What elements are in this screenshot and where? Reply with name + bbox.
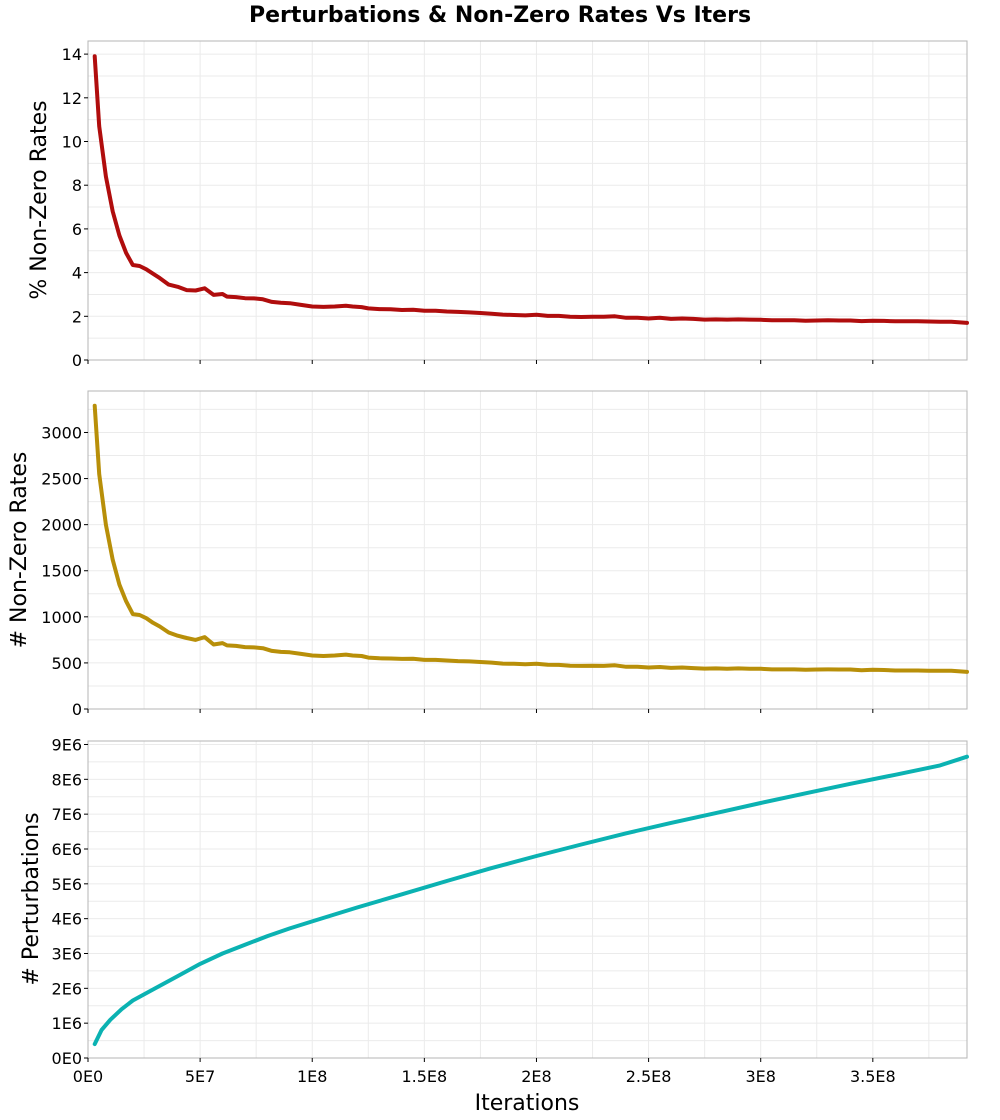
perturbations-y-tick-label: 2E6: [52, 979, 82, 998]
percent-nonzero-rates-y-tick-label: 8: [72, 176, 82, 195]
perturbations-y-tick-label: 1E6: [52, 1014, 82, 1033]
panel-perturbations: 0E0 1E6 2E6 3E6 4E6 5E6 6E6 7E6 8E6 9E6 # Perturb…: [19, 735, 969, 1068]
x-tick-label: 3.5E8: [850, 1067, 896, 1086]
panel-count-nonzero-rates-series: [92, 403, 969, 674]
percent-nonzero-rates-series-line: [92, 54, 969, 325]
perturbations-y-tick-label: 6E6: [52, 840, 82, 859]
x-tick-label: 5E7: [185, 1067, 215, 1086]
count-nonzero-rates-y-tick-label: 2500: [41, 470, 82, 489]
perturbations-y-tick-label: 3E6: [52, 944, 82, 963]
panel-percent-nonzero-rates-ticks: 0 2 4 6 8 10 12 14: [62, 45, 874, 370]
x-axis-label: Iterations: [475, 1091, 580, 1116]
panel-percent-nonzero-rates: 0 2 4 6 8 10 12 14 % Non-Zero Rates: [27, 40, 969, 370]
x-tick-label: 1.5E8: [401, 1067, 447, 1086]
perturbations-y-tick-label: 8E6: [52, 770, 82, 789]
percent-nonzero-rates-y-tick-label: 10: [62, 133, 82, 152]
percent-nonzero-rates-y-tick-label: 6: [72, 220, 82, 239]
panel-count-nonzero-rates-ticks: 0 500 1000 1500 2000 2500 3000: [41, 423, 874, 719]
x-axis-tick-labels: 0E0 5E7 1E8 1.5E8 2E8 2.5E8 3E8 3.5E8: [73, 1067, 896, 1086]
count-nonzero-rates-series-line: [92, 403, 969, 674]
ylabel-count-nonzero-rates: # Non-Zero Rates: [7, 452, 32, 649]
perturbations-y-tick-label: 0E0: [52, 1049, 82, 1068]
count-nonzero-rates-y-tick-label: 500: [51, 654, 82, 673]
ylabel-perturbations: # Perturbations: [19, 812, 44, 985]
panel-perturbations-ticks: 0E0 1E6 2E6 3E6 4E6 5E6 6E6 7E6 8E6 9E6: [52, 735, 874, 1068]
percent-nonzero-rates-y-tick-label: 4: [72, 264, 82, 283]
percent-nonzero-rates-y-tick-label: 2: [72, 307, 82, 326]
panel-perturbations-series: [92, 754, 969, 1047]
x-tick-label: 2.5E8: [626, 1067, 672, 1086]
chart-title: Perturbations & Non-Zero Rates Vs Iters: [249, 3, 751, 28]
percent-nonzero-rates-y-tick-label: 12: [62, 89, 82, 108]
x-tick-label: 3E8: [745, 1067, 775, 1086]
count-nonzero-rates-y-tick-label: 1500: [41, 562, 82, 581]
panel-count-nonzero-rates: 0 500 1000 1500 2000 2500 3000 # Non-Zero Rate…: [7, 390, 969, 719]
x-tick-label: 0E0: [73, 1067, 103, 1086]
panel-percent-nonzero-rates-frame: [87, 40, 968, 361]
x-tick-label: 2E8: [521, 1067, 551, 1086]
percent-nonzero-rates-y-tick-label: 14: [62, 45, 82, 64]
count-nonzero-rates-y-tick-label: 0: [72, 700, 82, 719]
panel-perturbations-frame: [87, 740, 968, 1059]
count-nonzero-rates-y-tick-label: 1000: [41, 608, 82, 627]
count-nonzero-rates-y-tick-label: 3000: [41, 423, 82, 442]
perturbations-y-tick-label: 7E6: [52, 805, 82, 824]
perturbations-series-line: [92, 754, 969, 1047]
perturbations-y-tick-label: 4E6: [52, 910, 82, 929]
ylabel-percent-nonzero-rates: % Non-Zero Rates: [27, 100, 52, 299]
percent-nonzero-rates-y-tick-label: 0: [72, 351, 82, 370]
panel-count-nonzero-rates-grid: [88, 391, 967, 709]
perturbations-y-tick-label: 9E6: [52, 735, 82, 754]
panel-percent-nonzero-rates-series: [92, 54, 969, 325]
panel-count-nonzero-rates-frame: [87, 390, 968, 710]
panel-perturbations-grid: [88, 741, 967, 1058]
count-nonzero-rates-y-tick-label: 2000: [41, 516, 82, 535]
panel-percent-nonzero-rates-grid: [88, 41, 967, 360]
x-tick-label: 1E8: [297, 1067, 327, 1086]
perturbations-y-tick-label: 5E6: [52, 875, 82, 894]
